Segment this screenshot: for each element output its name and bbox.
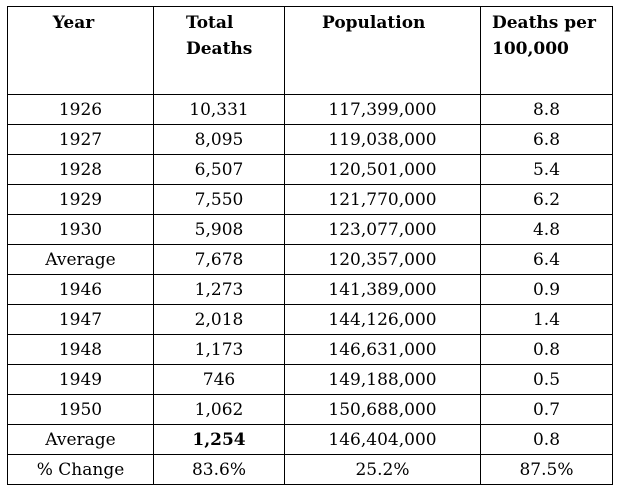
cell-total-deaths: 8,095 [153, 124, 285, 155]
table-row: 1928 6,507 120,501,000 5.4 [7, 154, 613, 185]
cell-deaths-per-100000: 4.8 [480, 214, 613, 245]
table-row: 1930 5,908 123,077,000 4.8 [7, 214, 613, 245]
table-row: 1946 1,273 141,389,000 0.9 [7, 274, 613, 305]
cell-population: 121,770,000 [284, 184, 481, 215]
cell-deaths-per-100000: 0.7 [480, 394, 613, 425]
header-deaths-per-line2: 100,000 [492, 39, 569, 59]
cell-population: 144,126,000 [284, 304, 481, 335]
header-deaths-per-line1: Deaths per [492, 13, 596, 33]
header-total-deaths-line1: Total [186, 13, 234, 33]
header-row: Year Total Deaths Population Deaths per … [7, 6, 613, 95]
cell-total-deaths: 2,018 [153, 304, 285, 335]
cell-deaths-per-100000: 0.8 [480, 424, 613, 455]
cell-total-deaths: 1,254 [153, 424, 285, 455]
cell-deaths-per-100000: 8.8 [480, 94, 613, 125]
table-row: 1929 7,550 121,770,000 6.2 [7, 184, 613, 215]
cell-deaths-per-100000: 5.4 [480, 154, 613, 185]
cell-total-deaths: 1,273 [153, 274, 285, 305]
cell-deaths-per-100000: 1.4 [480, 304, 613, 335]
cell-year: Average [7, 424, 154, 455]
cell-population: 146,404,000 [284, 424, 481, 455]
cell-population: 150,688,000 [284, 394, 481, 425]
table-row-average: Average 1,254 146,404,000 0.8 [7, 424, 613, 455]
cell-year: 1929 [7, 184, 154, 215]
cell-deaths-per-100000: 0.8 [480, 334, 613, 365]
cell-total-deaths: 1,173 [153, 334, 285, 365]
cell-deaths-per-100000: 0.5 [480, 364, 613, 395]
cell-total-deaths: 7,550 [153, 184, 285, 215]
table-body: 1926 10,331 117,399,000 8.8 1927 8,095 1… [7, 94, 613, 485]
table-row: 1926 10,331 117,399,000 8.8 [7, 94, 613, 125]
cell-total-deaths: 10,331 [153, 94, 285, 125]
cell-population: 117,399,000 [284, 94, 481, 125]
deaths-table: Year Total Deaths Population Deaths per … [7, 6, 613, 485]
cell-population: 120,357,000 [284, 244, 481, 275]
header-deaths-per-100000: Deaths per 100,000 [480, 6, 613, 95]
cell-total-deaths: 5,908 [153, 214, 285, 245]
header-year: Year [7, 6, 154, 95]
table-row: 1949 746 149,188,000 0.5 [7, 364, 613, 395]
header-total-deaths-line2: Deaths [186, 39, 253, 59]
cell-population: 141,389,000 [284, 274, 481, 305]
cell-year: 1950 [7, 394, 154, 425]
cell-deaths-per-100000: 6.8 [480, 124, 613, 155]
table-row-percent-change: % Change 83.6% 25.2% 87.5% [7, 454, 613, 485]
cell-year: 1926 [7, 94, 154, 125]
cell-population: 149,188,000 [284, 364, 481, 395]
cell-population: 120,501,000 [284, 154, 481, 185]
header-year-text: Year [52, 13, 95, 33]
cell-deaths-per-100000: 0.9 [480, 274, 613, 305]
cell-deaths-per-100000: 6.4 [480, 244, 613, 275]
cell-year: 1948 [7, 334, 154, 365]
header-population-text: Population [322, 13, 426, 33]
cell-deaths-per-100000: 87.5% [480, 454, 613, 485]
cell-population: 146,631,000 [284, 334, 481, 365]
table-header: Year Total Deaths Population Deaths per … [7, 6, 613, 95]
cell-year: 1928 [7, 154, 154, 185]
cell-deaths-per-100000: 6.2 [480, 184, 613, 215]
header-population: Population [284, 6, 481, 95]
cell-year: 1930 [7, 214, 154, 245]
cell-year: Average [7, 244, 154, 275]
cell-year: 1949 [7, 364, 154, 395]
cell-total-deaths: 83.6% [153, 454, 285, 485]
cell-total-deaths: 1,062 [153, 394, 285, 425]
cell-population: 25.2% [284, 454, 481, 485]
table-row-average: Average 7,678 120,357,000 6.4 [7, 244, 613, 275]
cell-year: 1927 [7, 124, 154, 155]
cell-population: 119,038,000 [284, 124, 481, 155]
table-row: 1948 1,173 146,631,000 0.8 [7, 334, 613, 365]
cell-year: 1947 [7, 304, 154, 335]
cell-year: % Change [7, 454, 154, 485]
cell-year: 1946 [7, 274, 154, 305]
table-row: 1950 1,062 150,688,000 0.7 [7, 394, 613, 425]
cell-population: 123,077,000 [284, 214, 481, 245]
table-row: 1927 8,095 119,038,000 6.8 [7, 124, 613, 155]
cell-total-deaths: 746 [153, 364, 285, 395]
cell-total-deaths: 6,507 [153, 154, 285, 185]
header-total-deaths: Total Deaths [153, 6, 285, 95]
cell-total-deaths: 7,678 [153, 244, 285, 275]
table-row: 1947 2,018 144,126,000 1.4 [7, 304, 613, 335]
